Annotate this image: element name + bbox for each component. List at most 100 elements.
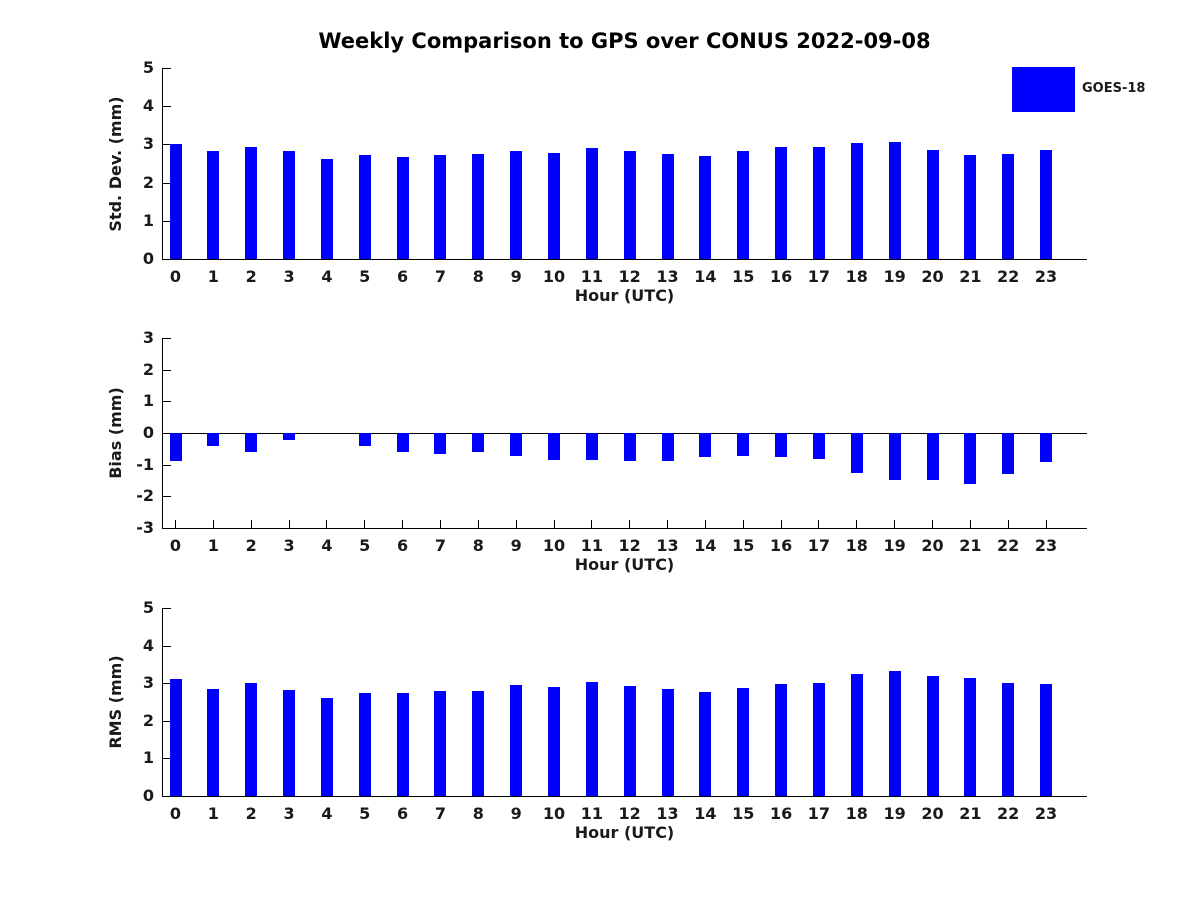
bar-hour-2	[245, 146, 258, 259]
x-tick-label: 21	[959, 804, 982, 823]
x-tick-mark	[515, 520, 517, 528]
bar-hour-10	[548, 687, 560, 796]
x-tick-mark	[288, 520, 290, 528]
bar-hour-19	[888, 670, 901, 796]
x-tick-label: 23	[1034, 804, 1058, 823]
x-tick-mark	[250, 520, 252, 528]
x-tick-mark	[969, 520, 971, 528]
y-tick-mark	[163, 221, 171, 222]
bar-hour-7	[434, 690, 447, 796]
bar-hour-18	[850, 674, 863, 796]
x-tick-label: 19	[883, 536, 906, 555]
x-tick-label: 15	[732, 804, 755, 823]
x-tick-label: 14	[694, 267, 717, 286]
legend-color-swatch	[1012, 67, 1075, 112]
y-tick-mark	[163, 433, 171, 434]
x-tick-label: 21	[959, 536, 982, 555]
bar-hour-22	[1002, 153, 1015, 259]
bar-hour-13	[661, 153, 674, 259]
bar-hour-11	[585, 148, 598, 259]
x-tick-mark	[439, 520, 441, 528]
x-tick-label: 9	[510, 267, 522, 286]
y-axis-spine	[162, 608, 163, 797]
y-tick-mark	[163, 683, 171, 684]
y-tick-label: 3	[142, 328, 154, 347]
bar-hour-19	[888, 142, 901, 259]
bar-hour-21	[964, 433, 977, 484]
y-tick-mark	[163, 338, 171, 339]
bar-hour-16	[775, 147, 788, 259]
bar-hour-4	[320, 698, 333, 796]
x-tick-label: 8	[472, 267, 484, 286]
x-tick-label: 0	[169, 267, 182, 286]
bar-hour-8	[472, 691, 485, 796]
y-tick-label: -2	[136, 486, 154, 505]
x-tick-label: 7	[434, 267, 446, 286]
x-tick-label: 22	[997, 536, 1020, 555]
y-axis-label-rms: RMS (mm)	[106, 655, 125, 749]
x-tick-label: 20	[921, 536, 944, 555]
x-tick-label: 14	[694, 804, 717, 823]
x-tick-label: 5	[359, 804, 371, 823]
y-tick-mark	[163, 608, 171, 609]
bar-hour-4	[320, 158, 333, 259]
x-tick-label: 2	[245, 536, 257, 555]
bar-hour-12	[623, 686, 636, 796]
x-tick-label: 12	[618, 804, 641, 823]
bar-hour-15	[737, 687, 750, 796]
x-tick-label: 14	[694, 536, 717, 555]
bar-hour-22	[1002, 683, 1015, 796]
x-tick-label: 13	[656, 804, 679, 823]
bar-hour-21	[964, 155, 977, 259]
y-tick-label: 1	[142, 211, 154, 230]
y-tick-label: 0	[142, 423, 154, 442]
x-tick-label: 3	[283, 804, 295, 823]
y-tick-mark	[163, 528, 171, 529]
x-tick-label: 16	[769, 267, 793, 286]
bar-hour-17	[812, 433, 825, 459]
bar-hour-20	[926, 149, 939, 259]
x-tick-label: 15	[732, 536, 755, 555]
bar-hour-0	[169, 433, 182, 461]
x-tick-mark	[1045, 520, 1047, 528]
x-tick-label: 6	[397, 804, 409, 823]
x-tick-label: 12	[618, 267, 641, 286]
bar-hour-3	[283, 150, 296, 259]
x-tick-label: 4	[321, 804, 333, 823]
x-tick-mark	[932, 520, 933, 528]
x-axis-spine	[162, 259, 1087, 260]
y-tick-label: -3	[136, 518, 154, 537]
x-tick-mark	[856, 520, 858, 528]
x-tick-label: 5	[359, 536, 371, 555]
x-tick-label: 16	[769, 804, 793, 823]
bar-hour-8	[472, 433, 485, 452]
x-axis-label-hour-utc: Hour (UTC)	[574, 555, 675, 574]
bar-hour-1	[207, 689, 220, 796]
x-tick-label: 21	[959, 267, 982, 286]
y-tick-label: 3	[142, 134, 154, 153]
bar-hour-15	[737, 433, 750, 457]
bar-hour-18	[850, 143, 863, 259]
x-tick-label: 16	[769, 536, 793, 555]
x-tick-mark	[780, 520, 782, 528]
bar-hour-8	[472, 154, 485, 259]
y-tick-label: 2	[142, 711, 154, 730]
y-tick-label: 3	[142, 673, 154, 692]
x-axis-spine	[162, 528, 1087, 529]
bar-hour-5	[358, 155, 371, 259]
bar-hour-3	[283, 689, 296, 796]
x-tick-mark	[591, 520, 593, 528]
x-tick-label: 8	[472, 804, 484, 823]
bar-hour-5	[358, 433, 371, 447]
x-tick-mark	[175, 520, 176, 528]
y-tick-label: 0	[142, 249, 154, 268]
x-tick-mark	[212, 520, 214, 528]
x-axis-label-hour-utc: Hour (UTC)	[574, 286, 675, 305]
bar-hour-0	[169, 678, 182, 796]
bar-hour-2	[245, 683, 258, 796]
x-tick-label: 19	[883, 804, 906, 823]
x-tick-label: 11	[580, 267, 603, 286]
bar-hour-0	[169, 143, 182, 259]
x-tick-mark	[477, 520, 479, 528]
x-tick-label: 1	[207, 804, 219, 823]
